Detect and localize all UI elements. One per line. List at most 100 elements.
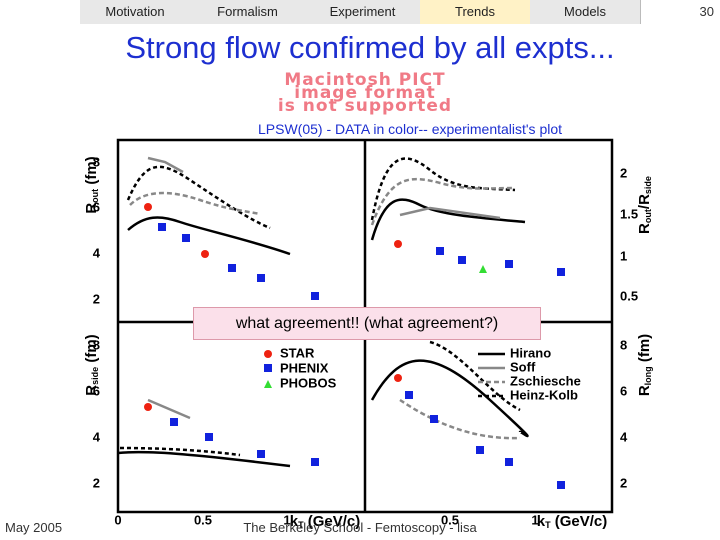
legend-label: PHENIX (280, 360, 329, 375)
nav-tab[interactable]: Motivation (80, 0, 191, 24)
curve (370, 177, 516, 226)
curve (147, 398, 191, 420)
point (476, 446, 484, 454)
axis-label-part: (GeV/c) (304, 513, 361, 530)
legend-label: PHOBOS (280, 375, 337, 390)
pict-line: Macintosh PICT (284, 70, 446, 90)
curve (119, 446, 241, 457)
axis-label-part: T (298, 520, 304, 530)
slide-title: Strong flow confirmed by all expts... (125, 30, 615, 65)
tick-label: 4 (620, 429, 628, 444)
point (182, 234, 190, 242)
curve (399, 206, 501, 220)
pict-placeholder: Macintosh PICT image format is not suppo… (215, 70, 515, 116)
tick-label: 8 (93, 154, 100, 169)
point (505, 260, 513, 268)
point (394, 374, 402, 382)
tick-label: 6 (620, 383, 627, 398)
point (144, 203, 152, 211)
point (557, 268, 565, 276)
axis-label-part: k (290, 513, 299, 530)
legend-label: Zschiesche (510, 373, 581, 388)
data-points (144, 203, 565, 489)
model-curves (117, 156, 529, 468)
legend-symbol (264, 364, 272, 372)
tick-label: 2 (620, 475, 627, 490)
pict-line: is not supported (277, 96, 453, 116)
tick-label: 8 (620, 337, 627, 352)
point (311, 458, 319, 466)
curve (129, 191, 261, 216)
tick-label: 2 (93, 291, 100, 306)
page-number: 30 (699, 4, 714, 19)
tick-label: 6 (93, 383, 100, 398)
point (436, 247, 444, 255)
pict-line: image format (294, 83, 436, 103)
x-tick-label: 0 (114, 512, 121, 527)
tick-label: 2 (93, 475, 100, 490)
tick-label: 4 (93, 245, 101, 260)
tick-label: 1 (620, 248, 627, 263)
legend-label: Heinz-Kolb (510, 387, 578, 402)
legend-label: Hirano (510, 345, 551, 360)
axis-label-part: /R (636, 194, 653, 209)
curve (429, 340, 521, 412)
point (458, 256, 466, 264)
tick-label: 8 (93, 337, 100, 352)
point (405, 391, 413, 399)
point (430, 415, 438, 423)
x-tick-label: 1 (531, 512, 538, 527)
point (505, 458, 513, 466)
point (394, 240, 402, 248)
axis-label: kT (GeV/c) (290, 513, 361, 530)
axis-label-part: out (643, 209, 653, 223)
legend-symbol (264, 380, 272, 388)
axis-label-part: side (90, 367, 100, 385)
nav-tab[interactable]: Experiment (305, 0, 421, 24)
axis-label-part: k (537, 513, 546, 530)
curve (370, 198, 526, 241)
nav-tab[interactable]: Models (530, 0, 641, 24)
x-tick-label: 1 (283, 512, 290, 527)
curve (147, 156, 184, 174)
curve (370, 157, 516, 221)
axis-label-part: R (636, 385, 653, 396)
x-tick-label: 0.5 (441, 512, 459, 527)
axis-label-part: (fm) (636, 334, 653, 367)
axis-label-part: (fm) (83, 156, 100, 189)
curve (126, 165, 271, 230)
axis-label-part: (GeV/c) (551, 513, 608, 530)
point (557, 481, 565, 489)
axis-label: Rout/Rside (636, 176, 653, 234)
nav-tab[interactable]: Formalism (190, 0, 306, 24)
axis-label-part: T (545, 520, 551, 530)
point (144, 403, 152, 411)
date: May 2005 (5, 520, 63, 535)
tick-label: 4 (93, 429, 101, 444)
point (257, 450, 265, 458)
axis-label-part: R (83, 385, 100, 396)
point (170, 418, 178, 426)
curve (370, 359, 529, 438)
tick-label: 1.5 (620, 206, 638, 221)
point (228, 264, 236, 272)
axis-label-part: side (643, 176, 653, 194)
axis-label-part: long (643, 366, 653, 385)
curve (399, 398, 521, 440)
axis-label-part: out (90, 189, 100, 203)
caption: LPSW(05) - DATA in color-- experimentali… (258, 121, 563, 137)
axis-label: Rout (fm) (83, 156, 100, 213)
tick-label: 6 (93, 199, 100, 214)
tick-label: 0.5 (620, 288, 638, 303)
axis-label: kT (GeV/c) (537, 513, 608, 530)
point (158, 223, 166, 231)
legend-label: STAR (280, 345, 315, 360)
axis-label-part: (fm) (83, 334, 100, 367)
point (201, 250, 209, 258)
point (311, 292, 319, 300)
callout: what agreement!! (what agreement?) (193, 307, 541, 340)
footer: The Berkeley School - Femtoscopy - lisa (243, 520, 477, 535)
point (257, 274, 265, 282)
